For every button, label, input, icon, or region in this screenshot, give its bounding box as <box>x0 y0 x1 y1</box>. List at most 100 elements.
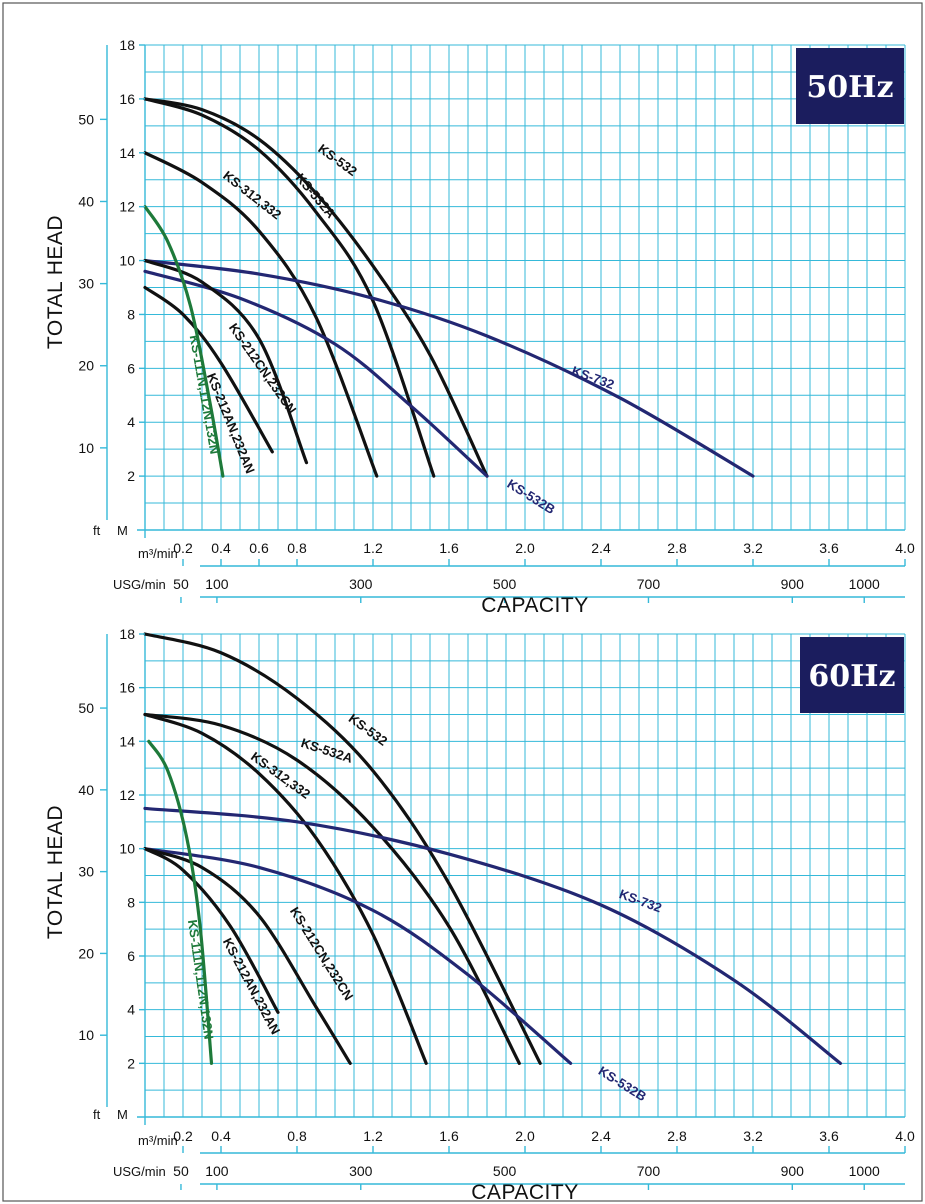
curve-label: KS-212AN,232AN <box>220 935 283 1036</box>
curve-label: KS-532A <box>299 735 355 766</box>
chart-60hz-curves: KS-532KS-532AKS-312,332KS-732KS-532BKS-2… <box>143 632 842 1104</box>
x-tick-label: 0.4 <box>211 1128 231 1144</box>
m-tick-label: 16 <box>119 680 135 696</box>
x-tick-label: 0.8 <box>287 1128 307 1144</box>
m-tick-label: 12 <box>119 199 135 215</box>
usg-tick-label: 100 <box>205 576 229 592</box>
chart-50hz-ticks: 2 4 6 8 10 12 14 16 18 10 20 30 40 50 0.2 0.4 0.6 0.8 1.2 1… <box>78 37 915 603</box>
m-tick-label: 14 <box>119 733 135 749</box>
x-tick-label: 2.0 <box>515 1128 535 1144</box>
usg-tick-label: 1000 <box>849 576 880 592</box>
x-tick-label: 2.4 <box>591 540 611 556</box>
curve-ks-532a <box>143 97 436 478</box>
y-axis-title-60hz: TOTAL HEAD <box>44 805 67 939</box>
ft-tick-label: 30 <box>78 276 94 292</box>
curve-ks-312-332 <box>143 712 428 1065</box>
usg-tick-label: 500 <box>493 576 517 592</box>
frequency-badge-60hz <box>800 637 904 713</box>
curve-label: KS-732 <box>617 886 664 915</box>
chart-60hz-grid <box>106 633 906 1185</box>
curve-label: KS-532 <box>346 711 390 749</box>
curve-ks-532b <box>143 847 573 1065</box>
ft-tick-label: 50 <box>78 700 94 716</box>
x-tick-label: 1.6 <box>439 1128 459 1144</box>
x-tick-label: 4.0 <box>895 1128 915 1144</box>
x-tick-label: 3.6 <box>819 1128 839 1144</box>
m-tick-label: 14 <box>119 145 135 161</box>
ft-unit-60hz: ft <box>93 1107 101 1122</box>
x-tick-label: 3.6 <box>819 540 839 556</box>
curve-ks-111n-112n-132n <box>143 205 225 478</box>
m-tick-label: 6 <box>127 360 135 376</box>
m-tick-label: 2 <box>127 468 135 484</box>
usg-tick-label: 700 <box>637 1163 661 1179</box>
m-unit-50hz: M <box>117 523 128 538</box>
x-tick-label: 0.2 <box>173 1128 193 1144</box>
m-tick-label: 4 <box>127 1002 135 1018</box>
usg-unit-60hz: USG/min <box>113 1164 166 1179</box>
curve-label: KS-732 <box>570 363 617 392</box>
m-tick-label: 6 <box>127 948 135 964</box>
ft-unit-50hz: ft <box>93 523 101 538</box>
x-tick-label: 0.8 <box>287 540 307 556</box>
ft-tick-label: 50 <box>78 111 94 127</box>
m-tick-label: 2 <box>127 1055 135 1071</box>
x-tick-label: 0.4 <box>211 540 231 556</box>
x-tick-label: 3.2 <box>743 540 763 556</box>
m-tick-label: 8 <box>127 306 135 322</box>
x-tick-label: 0.2 <box>173 540 193 556</box>
curve-ks-312-332 <box>143 151 379 478</box>
curve-ks-732 <box>143 258 755 478</box>
y-axis-title-50hz: TOTAL HEAD <box>44 215 67 349</box>
usg-tick-label: 100 <box>205 1163 229 1179</box>
m3-unit-50hz: m³/min <box>138 546 178 561</box>
x-tick-label: 2.8 <box>667 540 687 556</box>
x-tick-label: 4.0 <box>895 540 915 556</box>
m3-unit-60hz: m³/min <box>138 1133 178 1148</box>
ft-tick-label: 20 <box>78 945 94 961</box>
ft-tick-label: 20 <box>78 358 94 374</box>
m-tick-label: 18 <box>119 626 135 642</box>
ft-tick-label: 30 <box>78 864 94 880</box>
curve-ks-532a <box>143 712 521 1065</box>
m-tick-label: 4 <box>127 414 135 430</box>
curve-ks-111n-112n-132n <box>147 739 214 1065</box>
usg-unit-50hz: USG/min <box>113 577 166 592</box>
x-tick-label: 2.4 <box>591 1128 611 1144</box>
ft-tick-label: 40 <box>78 193 94 209</box>
m-tick-label: 10 <box>119 841 135 857</box>
curve-label: KS-532B <box>596 1063 649 1104</box>
ft-tick-label: 10 <box>78 440 94 456</box>
curve-ks-732 <box>143 806 842 1065</box>
x-tick-label: 1.6 <box>439 540 459 556</box>
frequency-label-60hz: 60Hz <box>808 659 895 694</box>
x-tick-label: 3.2 <box>743 1128 763 1144</box>
usg-tick-label: 300 <box>349 576 373 592</box>
x-tick-label: 2.0 <box>515 540 535 556</box>
frequency-label-50hz: 50Hz <box>806 70 893 105</box>
x-tick-label: 1.2 <box>363 1128 383 1144</box>
curve-ks-212an-232an <box>143 285 274 454</box>
m-tick-label: 12 <box>119 787 135 803</box>
x-axis-title-60hz: CAPACITY <box>471 1181 578 1204</box>
x-tick-label: 0.6 <box>249 540 269 556</box>
usg-tick-label: 900 <box>781 1163 805 1179</box>
x-axis-title-50hz: CAPACITY <box>481 594 588 617</box>
usg-tick-label: 50 <box>173 1163 189 1179</box>
curve-ks-532 <box>143 632 542 1065</box>
m-tick-label: 10 <box>119 253 135 269</box>
ft-tick-label: 40 <box>78 782 94 798</box>
curve-ks-212cn-232cn <box>143 258 309 465</box>
usg-tick-label: 500 <box>493 1163 517 1179</box>
frequency-badge-50hz <box>796 48 904 124</box>
chart-60hz: KS-532KS-532AKS-312,332KS-732KS-532BKS-2… <box>44 626 915 1204</box>
m-tick-label: 16 <box>119 91 135 107</box>
m-unit-60hz: M <box>117 1107 128 1122</box>
chart-50hz: KS-532KS-532AKS-312,332KS-732KS-532BKS-2… <box>44 37 915 617</box>
x-tick-label: 2.8 <box>667 1128 687 1144</box>
curve-label: KS-532B <box>505 476 558 517</box>
x-tick-label: 1.2 <box>363 540 383 556</box>
curve-label: KS-111N,112N,132N <box>185 919 217 1041</box>
